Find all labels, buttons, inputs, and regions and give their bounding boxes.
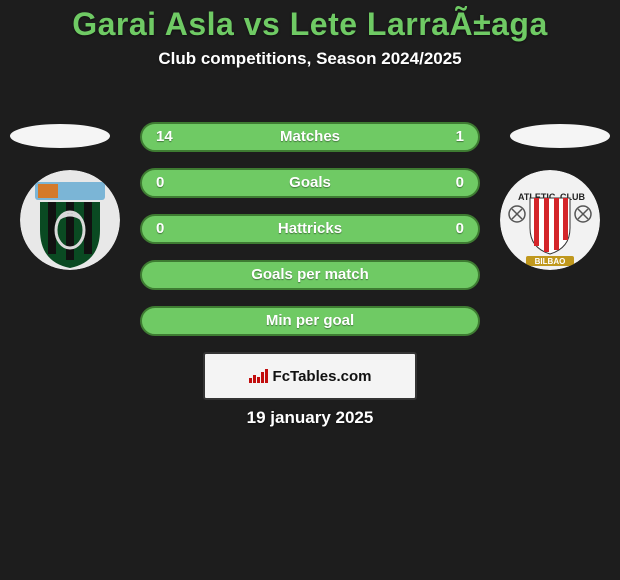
stat-label: Hattricks — [278, 220, 342, 237]
stat-row-hattricks: 0 Hattricks 0 — [140, 214, 480, 244]
stat-right-value: 1 — [456, 124, 464, 150]
date-text: 19 january 2025 — [0, 408, 620, 428]
stats-table: 14 Matches 1 0 Goals 0 0 Hattricks 0 Goa… — [140, 122, 480, 352]
flag-left — [10, 124, 110, 148]
club-badge-right: ATLETIC CLUB BILBAO — [500, 170, 600, 270]
club-crest-icon — [20, 170, 120, 270]
stat-label: Goals per match — [251, 266, 369, 283]
infographic-card: Garai Asla vs Lete LarraÃ±aga Club compe… — [0, 0, 620, 580]
club-badge-left — [20, 170, 120, 270]
footer-brand: FcTables.com — [203, 352, 417, 400]
stat-label: Matches — [280, 128, 340, 145]
stat-row-matches: 14 Matches 1 — [140, 122, 480, 152]
stat-right-value: 0 — [456, 216, 464, 242]
flag-right — [510, 124, 610, 148]
stat-label: Min per goal — [266, 312, 354, 329]
stat-left-value: 0 — [156, 216, 164, 242]
club-crest-icon: ATLETIC CLUB BILBAO — [500, 170, 600, 270]
page-title: Garai Asla vs Lete LarraÃ±aga — [0, 0, 620, 43]
stat-right-value: 0 — [456, 170, 464, 196]
stat-left-value: 0 — [156, 170, 164, 196]
subtitle: Club competitions, Season 2024/2025 — [0, 49, 620, 69]
banner-text: BILBAO — [535, 257, 566, 266]
footer-brand-text: FcTables.com — [273, 368, 372, 385]
bars-icon — [249, 369, 269, 383]
stat-row-goals: 0 Goals 0 — [140, 168, 480, 198]
stat-label: Goals — [289, 174, 331, 191]
stat-left-value: 14 — [156, 124, 173, 150]
stat-row-goals-per-match: Goals per match — [140, 260, 480, 290]
stat-row-min-per-goal: Min per goal — [140, 306, 480, 336]
